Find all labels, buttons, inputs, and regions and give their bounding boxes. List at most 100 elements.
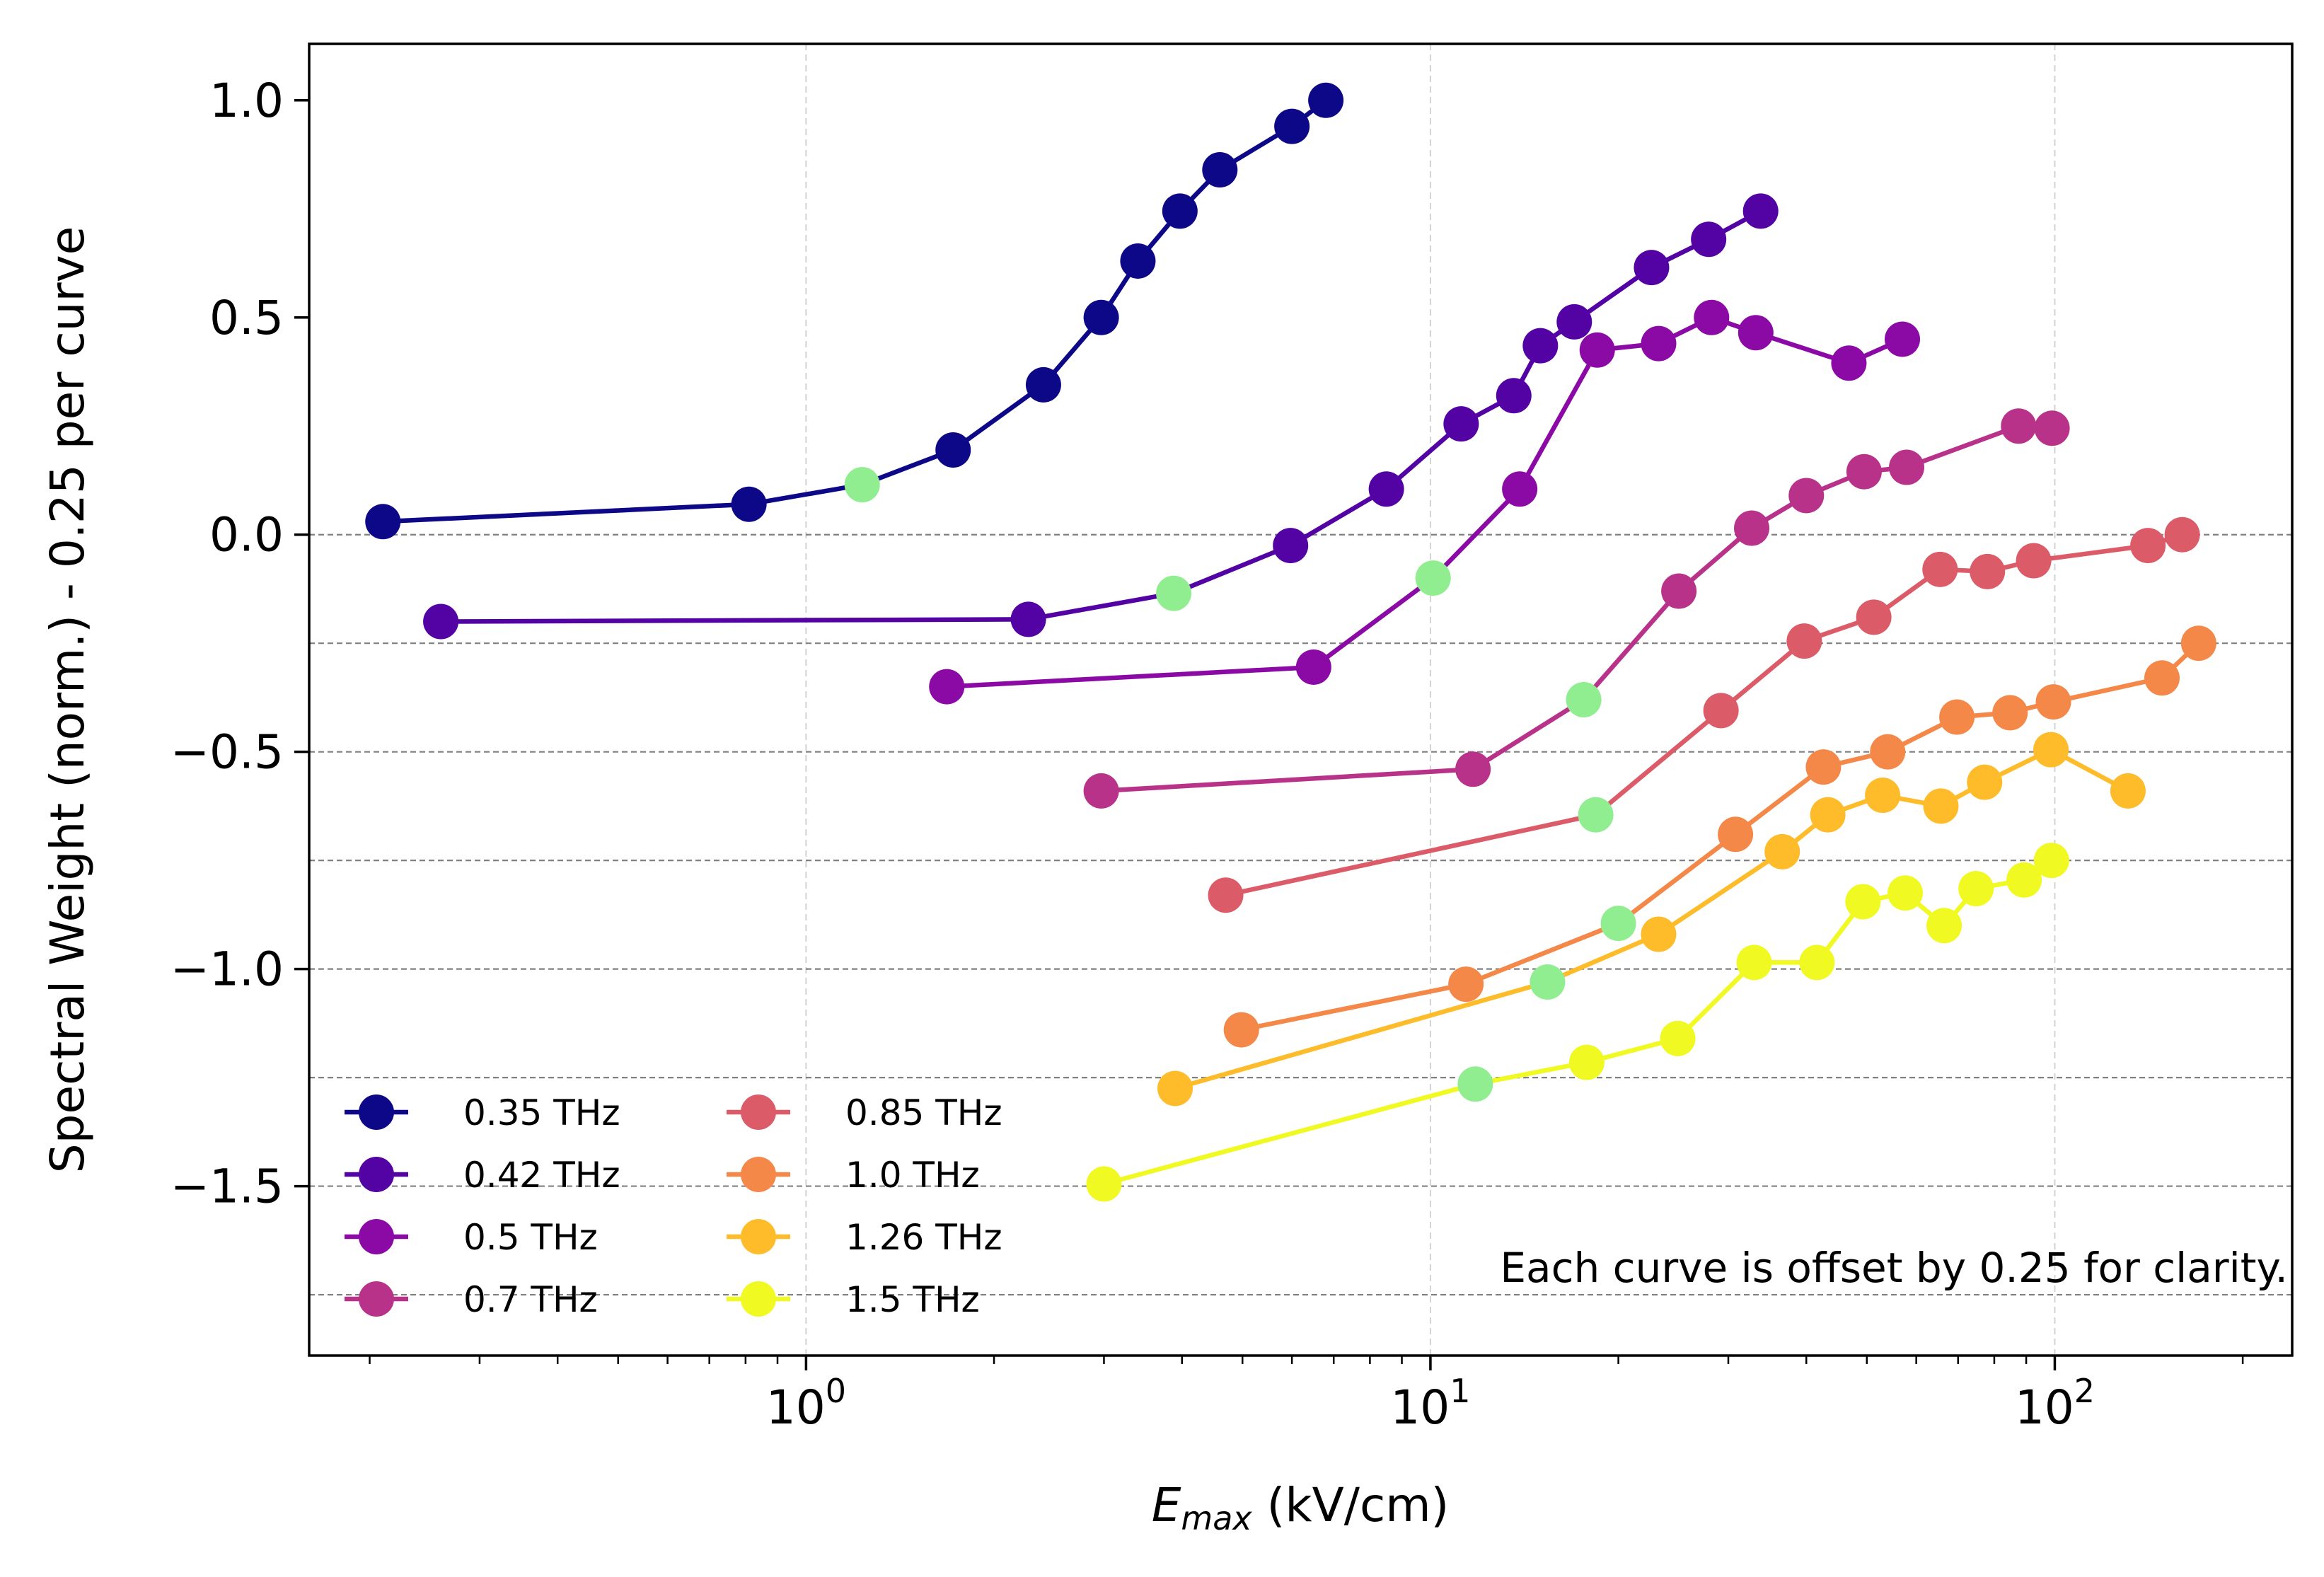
series-0-point-6 (1120, 243, 1156, 279)
series-2-point-4 (1579, 332, 1615, 368)
series-0-point-3 (935, 432, 971, 468)
series-7-point-1 (1457, 1066, 1493, 1102)
series-0-point-4 (1025, 366, 1061, 403)
series-0-point-8 (1202, 152, 1238, 188)
series-3-point-9 (2034, 410, 2070, 446)
series-4-point-9 (2164, 516, 2200, 553)
y-tick-label-3: −0.5 (170, 725, 284, 780)
series-2-point-7 (1738, 315, 1774, 351)
series-5-point-0 (1223, 1012, 1259, 1048)
series-7-point-4 (1736, 945, 1772, 981)
series-3-point-3 (1661, 573, 1697, 609)
series-0-point-0 (365, 504, 401, 540)
y-tick-label-2: 0.0 (209, 508, 284, 562)
series-4-point-3 (1786, 623, 1822, 659)
legend-label-1: 0.42 THz (463, 1155, 620, 1196)
series-6-point-5 (1865, 778, 1901, 814)
series-7-point-10 (2006, 862, 2042, 898)
series-6-point-0 (1157, 1070, 1193, 1107)
series-5-point-1 (1448, 966, 1484, 1003)
legend-label-2: 0.5 THz (463, 1217, 598, 1258)
series-1-point-3 (1273, 528, 1309, 564)
series-3-point-4 (1734, 510, 1770, 546)
legend-label-4: 0.85 THz (845, 1092, 1002, 1133)
series-1-point-2 (1156, 575, 1192, 611)
plot-frame (308, 42, 2294, 1357)
y-tick-label-4: −1.0 (170, 942, 284, 997)
series-3-point-7 (1889, 449, 1925, 485)
x-tick-label-exponent: 0 (826, 1372, 846, 1410)
legend-label-5: 1.0 THz (845, 1155, 980, 1196)
series-0-point-7 (1162, 193, 1198, 229)
series-6-point-9 (2110, 773, 2146, 809)
series-4-point-0 (1208, 877, 1244, 913)
series-2-point-9 (1885, 321, 1921, 357)
series-1-point-7 (1522, 328, 1559, 364)
legend-marker-5 (741, 1157, 776, 1192)
x-axis-label: Emax (kV/cm) (1152, 1478, 1450, 1537)
series-0-point-1 (731, 486, 767, 522)
legend-marker-6 (741, 1219, 776, 1254)
legend-label-0: 0.35 THz (463, 1092, 620, 1133)
series-2-point-6 (1694, 299, 1730, 335)
series-6-point-7 (1967, 764, 2003, 800)
series-7-point-7 (1887, 875, 1924, 911)
series-1-point-6 (1496, 378, 1532, 414)
series-5-point-9 (2144, 660, 2180, 696)
x-axis-label-sub: max (1181, 1499, 1252, 1537)
series-6-point-1 (1530, 964, 1566, 1000)
x-tick-label-base: 10 (766, 1380, 826, 1435)
x-tick-label-2: 102 (2015, 1372, 2095, 1435)
series-4-point-4 (1856, 599, 1892, 635)
x-axis-label-unit: (kV/cm) (1252, 1478, 1450, 1532)
series-7-point-8 (1926, 908, 1962, 944)
y-tick-label-5: −1.5 (170, 1160, 284, 1214)
series-6-point-2 (1641, 916, 1677, 952)
series-7-point-3 (1660, 1020, 1696, 1056)
legend: 0.35 THz 0.42 THz 0.5 THz 0.7 THz 0.85 THz 1.… (345, 1092, 1002, 1320)
series-5-point-6 (1939, 699, 1975, 735)
series-0-point-9 (1274, 108, 1310, 144)
series-2-point-5 (1641, 325, 1677, 362)
series-1-point-4 (1368, 471, 1404, 507)
series-0-point-2 (844, 467, 880, 503)
legend-marker-1 (359, 1157, 394, 1192)
legend-marker-0 (359, 1094, 394, 1130)
x-axis-label-main: E (1152, 1478, 1181, 1532)
x-tick-label-base: 10 (1390, 1380, 1450, 1435)
x-tick-label-exponent: 1 (1450, 1372, 1470, 1410)
series-7-point-6 (1845, 884, 1881, 920)
series-5-point-2 (1600, 906, 1636, 942)
x-tick-label-exponent: 2 (2074, 1372, 2095, 1410)
series-2-point-0 (929, 669, 965, 705)
series-5-point-7 (1992, 695, 2028, 731)
x-tick-label-1: 101 (1390, 1372, 1470, 1435)
series-2-point-1 (1295, 649, 1331, 685)
series-5-point-10 (2180, 625, 2216, 662)
series-3-point-0 (1083, 773, 1119, 809)
series-6-point-3 (1764, 833, 1800, 870)
series-line-6 (1174, 747, 2129, 1091)
series-5-point-8 (2035, 684, 2071, 720)
series-6-point-6 (1923, 788, 1959, 824)
series-4-point-7 (2016, 543, 2052, 579)
legend-label-7: 1.5 THz (845, 1279, 980, 1320)
series-4-point-5 (1922, 551, 1958, 587)
x-tick-label-0: 100 (766, 1372, 846, 1435)
series-7-point-2 (1568, 1044, 1605, 1080)
series-6-point-4 (1810, 797, 1846, 833)
series-1-point-8 (1556, 304, 1592, 340)
series-0-point-5 (1083, 299, 1119, 335)
series-line-4 (1225, 532, 2183, 898)
offset-annotation: Each curve is offset by 0.25 for clarity… (1500, 1244, 2288, 1292)
x-tick-label-base: 10 (2015, 1380, 2074, 1435)
series-4-point-1 (1578, 797, 1614, 833)
series-5-point-4 (1805, 749, 1842, 785)
series-1-point-10 (1691, 221, 1727, 258)
series-line-3 (1101, 423, 2052, 794)
series-0-point-10 (1308, 82, 1344, 118)
series-5-point-3 (1718, 816, 1754, 853)
y-tick-label-0: 1.0 (209, 74, 284, 128)
series-3-point-5 (1788, 478, 1825, 514)
